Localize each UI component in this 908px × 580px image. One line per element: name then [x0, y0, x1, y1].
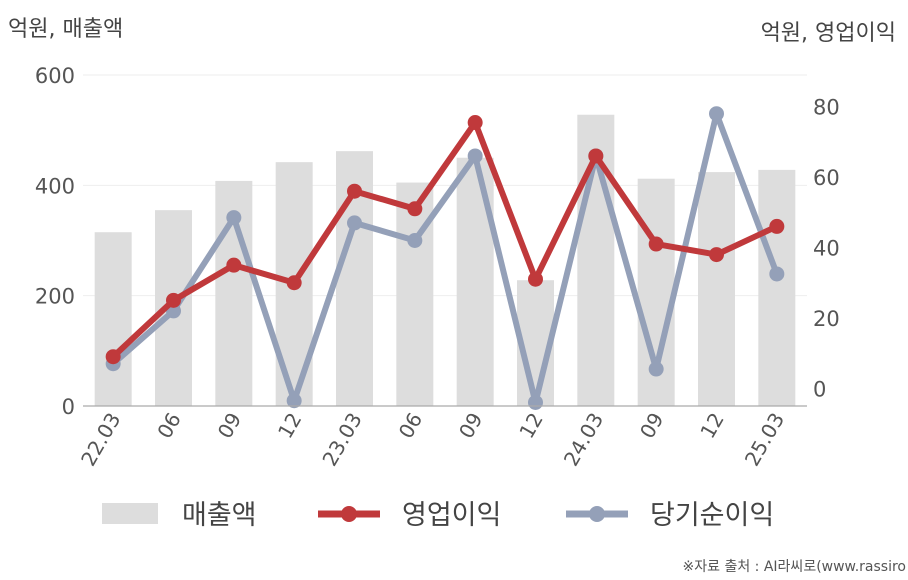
series-point [166, 292, 181, 308]
series-point [226, 210, 242, 226]
right-tick-label: 60 [813, 166, 840, 190]
bar [698, 172, 735, 406]
series-line [111, 110, 780, 406]
left-axis-title: 억원, 매출액 [8, 17, 123, 42]
x-tick-label: 12 [514, 409, 548, 443]
right-tick-label: 80 [813, 96, 840, 120]
x-tick-label: 09 [635, 409, 669, 443]
series-point [709, 106, 724, 122]
right-tick-label: 40 [813, 237, 840, 261]
x-tick-label: 06 [394, 409, 428, 443]
series-point [467, 115, 483, 131]
left-tick-label: 0 [62, 395, 75, 419]
series-point [528, 271, 543, 287]
series-point [226, 257, 242, 273]
series-point [528, 394, 543, 410]
x-tick-label: 09 [213, 409, 247, 443]
x-tick-label: 09 [454, 409, 488, 443]
x-tick-label: 25.03 [740, 409, 789, 471]
series-point [588, 148, 604, 164]
series-point [467, 148, 483, 164]
left-tick-label: 200 [35, 285, 75, 309]
series-point [286, 275, 302, 291]
x-tick-labels: 22.03 06 09 12 23.03 06 09 12 24.03 09 12 25.03 [76, 409, 789, 471]
left-tick-label: 400 [35, 174, 75, 198]
x-tick-label: 12 [695, 409, 729, 443]
series-point [407, 233, 423, 248]
line-series [105, 106, 785, 410]
axes: 0 200 400 600 0 20 40 60 80 [35, 64, 840, 419]
legend-marker-operating-profit [341, 506, 357, 522]
legend-marker-net-income [589, 506, 605, 522]
series-point [347, 183, 362, 199]
legend-swatch-revenue [102, 503, 158, 524]
source-note: ※자료 출처 : AI라씨로(www.rassiro [683, 559, 906, 575]
legend: 매출액 영업이익 당기순이익 [102, 500, 774, 531]
series-point [648, 236, 664, 252]
series-point [347, 215, 362, 231]
series-point [286, 393, 302, 409]
legend-label-net-income: 당기순이익 [650, 500, 774, 531]
bar [758, 169, 796, 406]
bar [456, 157, 494, 406]
series-point [709, 247, 724, 263]
grid-lines [83, 74, 807, 297]
series-line [111, 119, 779, 359]
bar [94, 232, 132, 406]
series-point [769, 218, 785, 234]
series-point [105, 349, 121, 365]
right-tick-label: 0 [813, 377, 826, 401]
legend-label-operating-profit: 영업이익 [402, 500, 501, 531]
x-tick-label: 06 [152, 409, 186, 443]
x-tick-label: 23.03 [317, 409, 366, 471]
x-tick-label: 12 [273, 409, 307, 443]
bar-series [94, 114, 796, 406]
series-point [769, 266, 785, 282]
x-tick-label: 24.03 [559, 409, 608, 471]
legend-label-revenue: 매출액 [182, 500, 257, 531]
right-tick-label: 20 [813, 307, 840, 331]
series-point [648, 361, 664, 377]
right-axis-title: 억원, 영업이익 [761, 21, 896, 46]
left-tick-label: 600 [35, 64, 75, 88]
x-tick-label: 22.03 [76, 409, 125, 471]
series-point [407, 201, 423, 217]
